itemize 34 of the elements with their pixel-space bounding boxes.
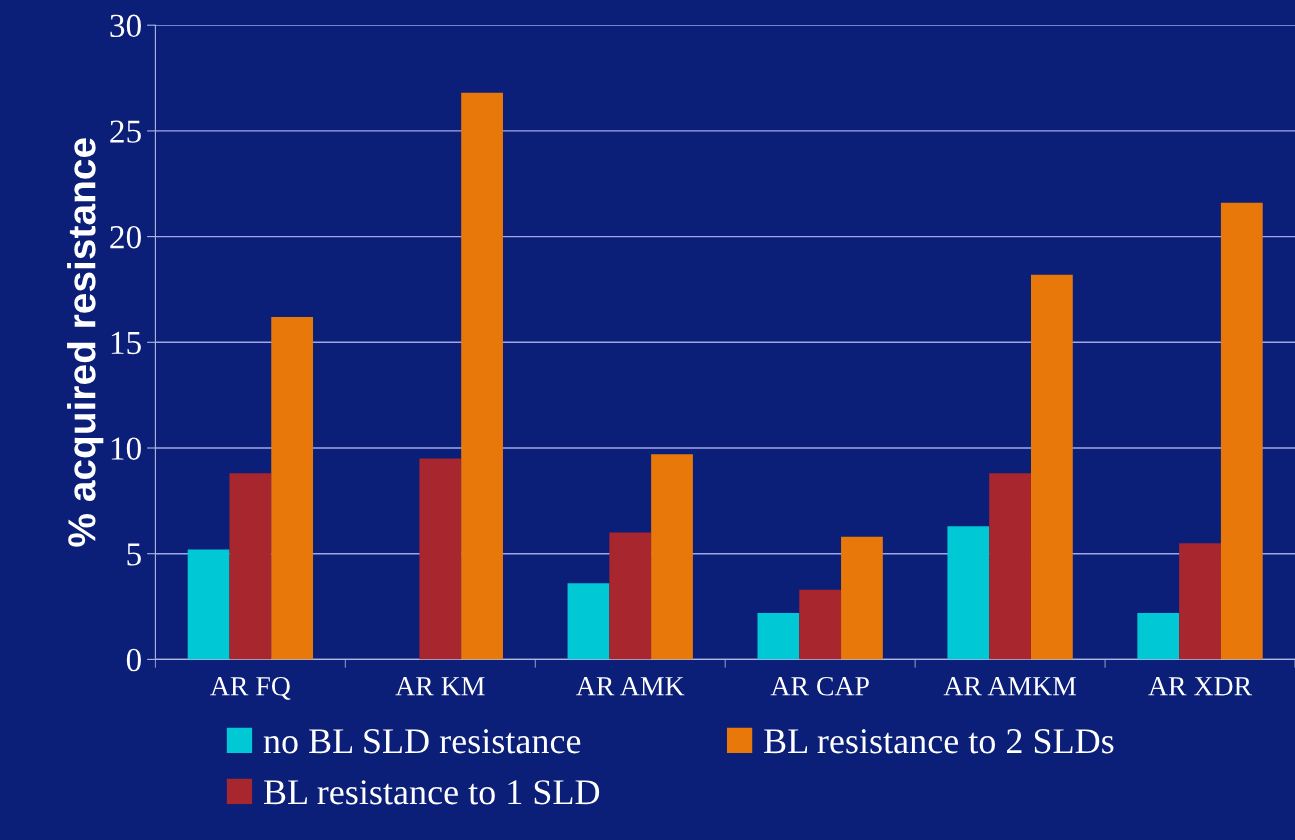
y-tick-label: 15 xyxy=(111,331,141,355)
legend-label: BL resistance to 2 SLDs xyxy=(764,729,1114,754)
y-tick-label: 5 xyxy=(127,543,141,566)
bar xyxy=(271,316,314,660)
bar xyxy=(419,458,462,660)
x-tick-label: AR XDR xyxy=(1148,677,1253,696)
x-tick-label: AR FQ xyxy=(210,676,291,700)
bar xyxy=(461,92,503,660)
y-tick-label: 0 xyxy=(126,648,141,672)
x-tick-label: AR AMKM xyxy=(943,677,1077,696)
y-tick-label: 10 xyxy=(111,437,141,460)
x-tick-label: AR KM xyxy=(395,677,485,696)
bar xyxy=(841,536,883,660)
bar xyxy=(609,532,652,660)
y-tick-label: 20 xyxy=(110,226,141,249)
bar xyxy=(757,612,800,660)
x-tick-label: AR CAP xyxy=(770,676,869,696)
bar xyxy=(799,589,842,660)
bar xyxy=(1137,612,1180,660)
bar xyxy=(651,454,693,660)
bar xyxy=(1179,543,1221,660)
bar xyxy=(1030,274,1073,660)
y-axis-title: % acquired resistance xyxy=(67,138,104,547)
legend-label: no BL SLD resistance xyxy=(263,729,581,754)
bar xyxy=(1220,202,1263,660)
bar xyxy=(567,583,610,660)
y-tick-label: 30 xyxy=(110,14,141,38)
bar xyxy=(947,526,990,660)
y-tick-label: 25 xyxy=(110,120,141,143)
bar xyxy=(229,473,272,660)
legend-label: BL resistance to 1 SLD xyxy=(263,780,600,805)
bar xyxy=(187,549,230,660)
bar xyxy=(989,473,1031,660)
x-tick-label: AR AMK xyxy=(576,677,685,696)
